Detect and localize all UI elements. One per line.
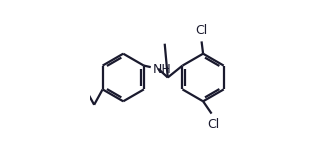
Text: NH: NH	[153, 63, 171, 76]
Text: Cl: Cl	[195, 24, 208, 37]
Text: Cl: Cl	[207, 118, 219, 131]
